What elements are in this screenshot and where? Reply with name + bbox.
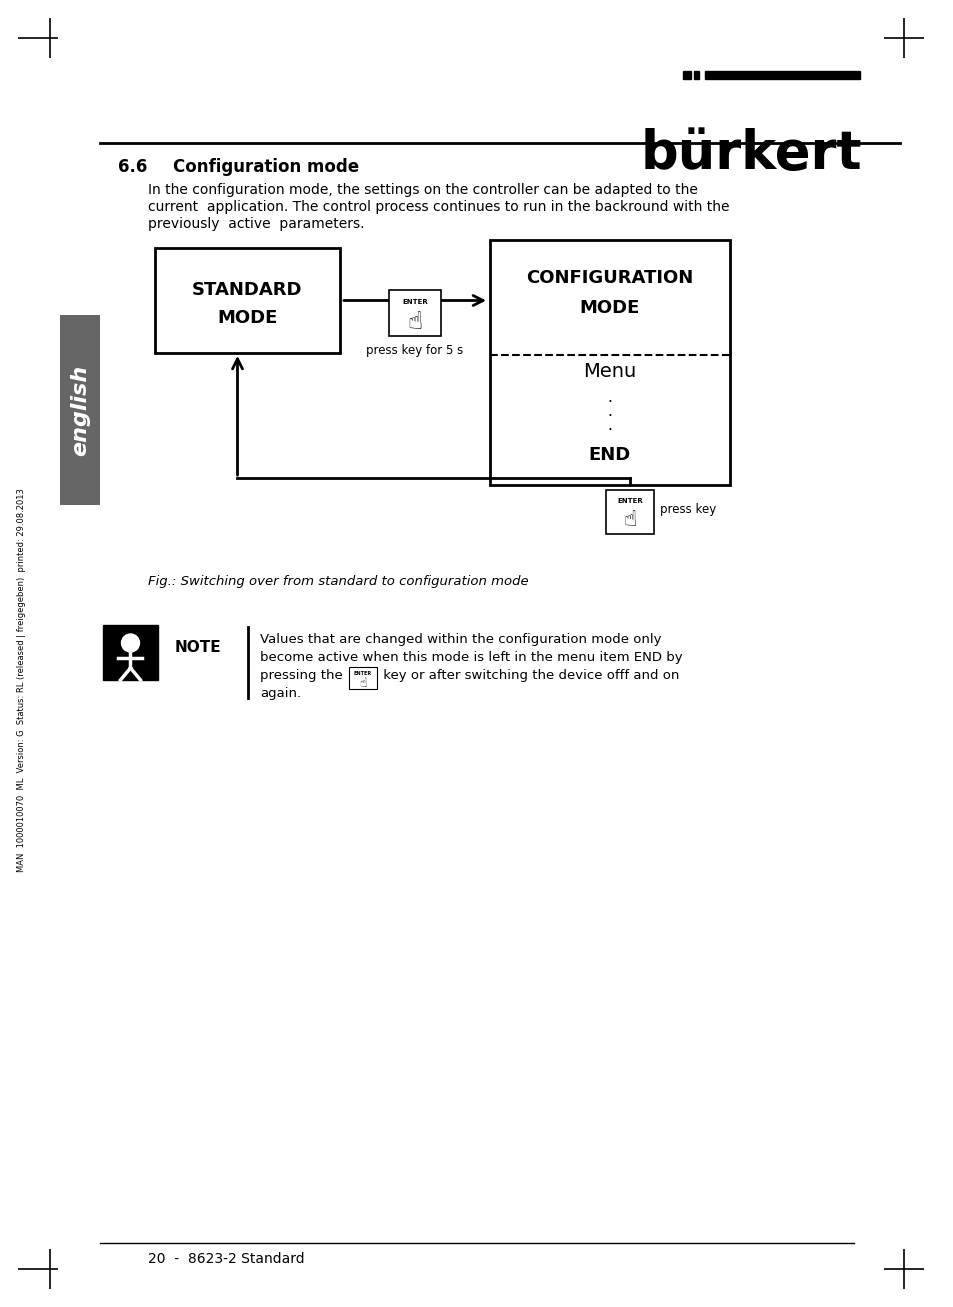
Text: NOTE: NOTE — [174, 640, 221, 655]
Bar — [682, 71, 690, 78]
Text: Menu: Menu — [583, 362, 636, 382]
Text: ☝: ☝ — [359, 677, 366, 690]
Text: MAN  1000010070  ML  Version: G  Status: RL (released | freigegeben)  printed: 2: MAN 1000010070 ML Version: G Status: RL … — [17, 488, 27, 872]
Bar — [349, 667, 376, 689]
Text: ENTER: ENTER — [402, 299, 428, 306]
Text: MODE: MODE — [579, 299, 639, 318]
Text: english: english — [70, 365, 90, 456]
Bar — [103, 625, 158, 680]
Text: In the configuration mode, the settings on the controller can be adapted to the: In the configuration mode, the settings … — [148, 183, 698, 197]
Text: END: END — [588, 446, 631, 464]
Text: ☝: ☝ — [622, 510, 636, 531]
Bar — [704, 71, 859, 78]
Text: again.: again. — [260, 687, 301, 701]
Text: press key: press key — [659, 503, 716, 516]
Text: ☝: ☝ — [407, 311, 422, 335]
Text: .: . — [607, 418, 612, 434]
Text: STANDARD: STANDARD — [193, 281, 302, 299]
Bar — [154, 248, 339, 353]
Text: .: . — [607, 404, 612, 420]
Text: 6.6: 6.6 — [118, 158, 147, 176]
Text: ENTER: ENTER — [617, 498, 642, 505]
Bar — [693, 71, 699, 78]
Text: 20  -  8623-2 Standard: 20 - 8623-2 Standard — [148, 1252, 304, 1266]
Text: Configuration mode: Configuration mode — [172, 158, 358, 176]
Text: Values that are changed within the configuration mode only: Values that are changed within the confi… — [260, 633, 660, 646]
Text: key or after switching the device offf and on: key or after switching the device offf a… — [378, 669, 679, 682]
Text: previously  active  parameters.: previously active parameters. — [148, 217, 364, 231]
Bar — [389, 290, 440, 336]
Text: pressing the: pressing the — [260, 669, 347, 682]
Text: press key for 5 s: press key for 5 s — [366, 345, 463, 358]
Text: ENTER: ENTER — [354, 672, 372, 677]
Text: CONFIGURATION: CONFIGURATION — [526, 269, 693, 288]
Text: MODE: MODE — [217, 308, 277, 327]
Text: bürkert: bürkert — [639, 128, 862, 180]
Text: current  application. The control process continues to run in the backround with: current application. The control process… — [148, 200, 729, 214]
Text: .: . — [607, 391, 612, 405]
Circle shape — [121, 634, 139, 652]
Bar — [60, 315, 100, 505]
Text: become active when this mode is left in the menu item END by: become active when this mode is left in … — [260, 651, 682, 664]
Bar — [490, 240, 729, 485]
Bar — [605, 490, 654, 535]
Text: Fig.: Switching over from standard to configuration mode: Fig.: Switching over from standard to co… — [148, 575, 528, 588]
